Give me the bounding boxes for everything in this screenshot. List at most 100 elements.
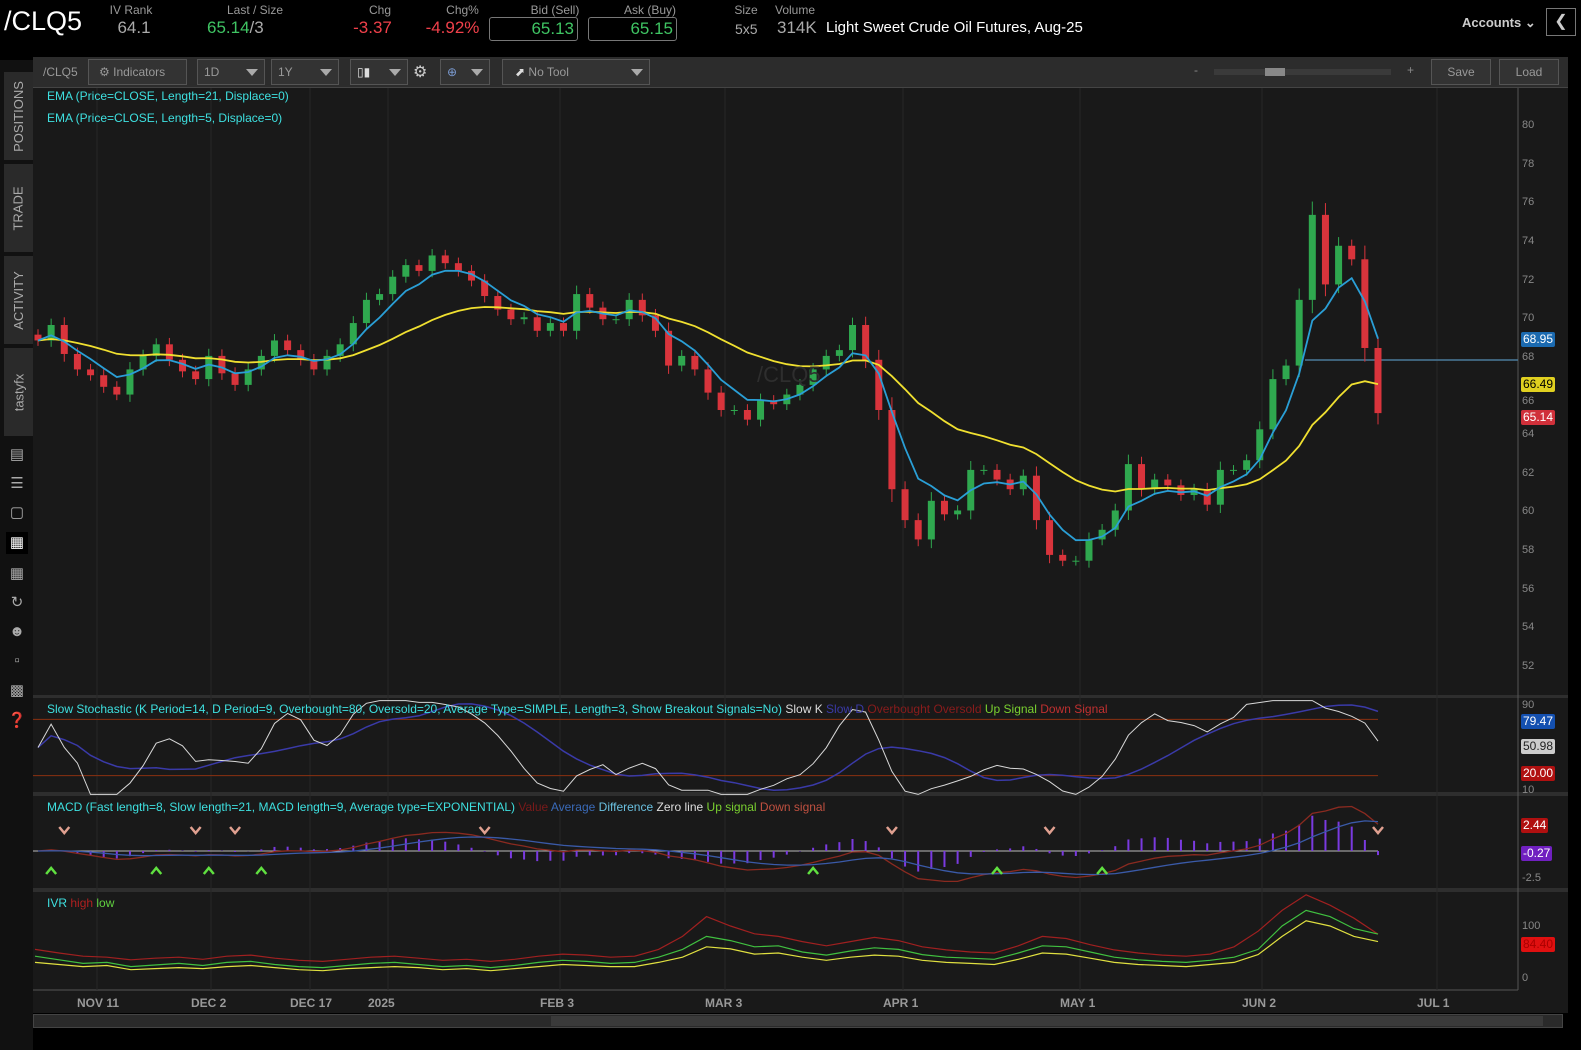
community-icon[interactable]: ☻: [9, 623, 25, 640]
candle-body: [47, 324, 55, 341]
candle-body: [1335, 245, 1343, 285]
candle-body: [507, 309, 515, 320]
candle-body: [1151, 479, 1159, 490]
candle-body: [1308, 214, 1316, 300]
help-icon[interactable]: ❓: [7, 712, 27, 729]
chart-toolbar: /CLQ5 ⚙ Indicators 1D 1Y ▯▮ ⚙ ⊕ ⬈ No Too…: [33, 57, 1568, 88]
price-axis-tick: 58: [1522, 544, 1535, 557]
ask-buy-button[interactable]: 65.15: [588, 17, 677, 41]
tab-activity[interactable]: ACTIVITY: [4, 256, 33, 344]
candle-body: [665, 330, 673, 366]
chgpct-label: Chg%: [446, 3, 479, 17]
candle-body: [1321, 214, 1329, 285]
collapse-panel-button[interactable]: ❮: [1546, 8, 1576, 36]
list-icon[interactable]: ☰: [10, 475, 24, 492]
ema5-line: [37, 269, 1379, 542]
tab-tastyfx[interactable]: tastyfx: [4, 348, 33, 436]
candle-body: [862, 324, 870, 360]
candle-body: [835, 350, 843, 356]
price-axis-tick: 60: [1522, 505, 1535, 518]
candle-body: [284, 340, 292, 351]
ema21-study-label[interactable]: EMA (Price=CLOSE, Length=21, Displace=0): [47, 89, 289, 103]
candle-body: [73, 353, 81, 370]
watchlist-icon[interactable]: ▤: [9, 446, 25, 463]
price-axis-tick: 52: [1522, 659, 1535, 672]
calendar-icon[interactable]: ▫: [14, 652, 20, 669]
price-axis-tick: 64: [1522, 428, 1535, 441]
macd-down-signal-icon: [58, 826, 71, 835]
legend-slow-k: Slow K: [785, 702, 823, 716]
ema21-line: [37, 306, 1379, 493]
ivr-low-line: [34, 920, 1379, 972]
candle-body: [481, 280, 489, 297]
stoch-axis-tick: 10: [1522, 784, 1535, 796]
history-icon[interactable]: ↻: [10, 594, 24, 611]
macd-value-tag: 2.44: [1521, 818, 1549, 833]
bid-sell-button[interactable]: 65.13: [489, 17, 578, 41]
range-select[interactable]: 1Y: [271, 59, 339, 85]
accounts-label: Accounts: [1462, 15, 1522, 30]
horizontal-scrollbar[interactable]: [33, 1014, 1563, 1028]
candle-body: [849, 324, 857, 351]
candle-body: [901, 489, 909, 521]
date-axis-label: MAR 3: [705, 996, 743, 1010]
grid-icon[interactable]: ▦: [9, 565, 25, 582]
macd-study-label[interactable]: MACD (Fast length=8, Slow length=21, MAC…: [47, 800, 516, 814]
settings-gear-icon[interactable]: ⚙: [413, 64, 428, 81]
candle-body: [494, 296, 502, 310]
candle-body: [704, 369, 712, 393]
load-button[interactable]: Load: [1499, 59, 1559, 85]
chart-type-select[interactable]: ▯▮: [350, 59, 408, 85]
candle-body: [402, 265, 410, 277]
interval-select[interactable]: 1D: [197, 59, 265, 85]
tv-icon[interactable]: ▢: [9, 504, 25, 521]
candle-body: [1243, 460, 1251, 470]
range-value: 1Y: [278, 65, 293, 79]
ema5-study-label[interactable]: EMA (Price=CLOSE, Length=5, Displace=0): [47, 111, 283, 125]
chart-icon[interactable]: ▦: [6, 532, 28, 554]
candle-body: [205, 355, 213, 380]
zoom-in-button[interactable]: +: [1407, 63, 1415, 77]
price-axis-tick: 70: [1522, 312, 1535, 325]
zoom-slider-handle[interactable]: [1265, 68, 1285, 76]
candle-body: [757, 400, 765, 420]
candle-body: [940, 500, 948, 515]
legend-oversold: Oversold: [933, 702, 982, 716]
price-axis-tick: 62: [1522, 466, 1535, 479]
tab-trade[interactable]: TRADE: [4, 164, 33, 252]
tab-positions[interactable]: POSITIONS: [4, 72, 33, 160]
candle-body: [638, 299, 646, 316]
candle-body: [34, 334, 42, 341]
candle-body: [1046, 520, 1054, 555]
indicators-button[interactable]: ⚙ Indicators: [88, 59, 187, 85]
accounts-menu[interactable]: Accounts ⌄: [1462, 15, 1536, 31]
candle-body: [796, 384, 804, 395]
symbol-title: /CLQ5: [4, 6, 83, 36]
price-axis-tick: 56: [1522, 582, 1535, 595]
fx-icon[interactable]: ▩: [9, 682, 25, 699]
chevron-down-icon: [320, 69, 332, 76]
last-size-label: Last / Size: [226, 3, 284, 17]
scrollbar-thumb[interactable]: [551, 1016, 1543, 1026]
candle-body: [192, 371, 200, 380]
save-button[interactable]: Save: [1431, 59, 1491, 85]
ask-label: Ask (Buy): [623, 3, 676, 17]
price-axis-tick: 78: [1522, 157, 1535, 170]
iv-rank-label: IV Rank: [109, 3, 153, 17]
drawing-tool-select[interactable]: ⬈ No Tool: [502, 59, 650, 85]
zoom-slider[interactable]: [1214, 68, 1391, 76]
drawing-style-select[interactable]: ⊕: [440, 59, 490, 85]
macd-up-signal-icon: [255, 866, 268, 875]
stoch-study-label[interactable]: Slow Stochastic (K Period=14, D Period=9…: [47, 702, 782, 716]
legend-zero-line: Zero line: [656, 800, 704, 814]
macd-value-line: [37, 805, 1379, 883]
ivr-tag: 84.40: [1521, 937, 1556, 952]
zoom-out-button[interactable]: -: [1194, 63, 1198, 77]
indicators-icon: ⚙: [99, 65, 110, 79]
price-axis-tick: 74: [1522, 234, 1535, 247]
ivr-study-label[interactable]: IVR: [47, 896, 68, 910]
ivr-high-line: [34, 894, 1379, 963]
candle-body: [914, 520, 922, 540]
last-price: 65.14: [207, 18, 250, 37]
candle-body: [993, 469, 1001, 480]
